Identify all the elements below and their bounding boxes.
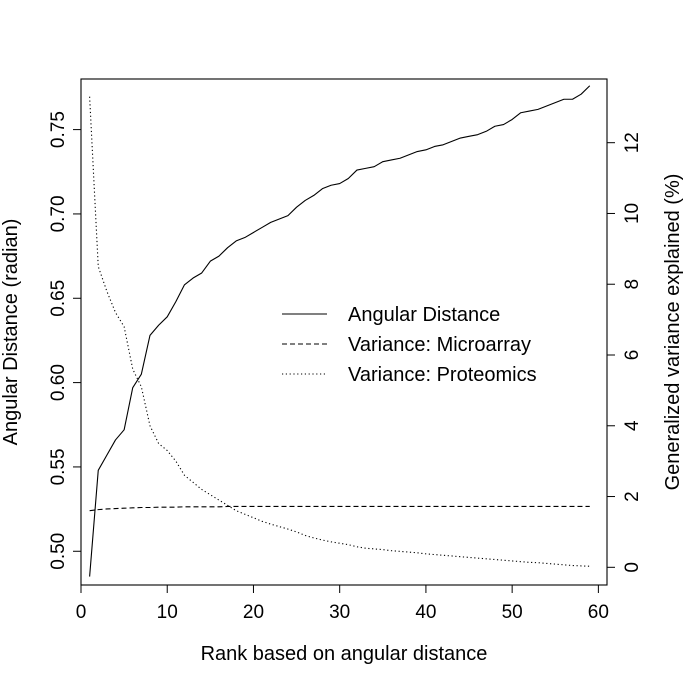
x-tick-label: 20 [243, 602, 264, 623]
left-y-tick-label: 0.60 [48, 364, 69, 401]
legend-label: Angular Distance [348, 304, 500, 326]
left-y-tick-label: 0.50 [48, 533, 69, 570]
x-tick-label: 60 [588, 602, 609, 623]
right-y-tick-label: 0 [622, 562, 643, 573]
left-y-tick-label: 0.75 [48, 111, 69, 148]
x-axis: 0 10 20 30 40 50 60 [76, 585, 609, 623]
x-axis-title: Rank based on angular distance [201, 643, 488, 665]
legend-label: Variance: Microarray [348, 334, 531, 356]
left-y-axis: 0.50 0.55 0.60 0.65 0.70 0.75 [48, 111, 81, 570]
right-y-tick-label: 12 [622, 132, 643, 153]
right-y-axis-title: Generalized variance explained (%) [662, 174, 684, 491]
right-y-tick-label: 6 [622, 350, 643, 361]
right-y-tick-label: 8 [622, 279, 643, 290]
right-y-tick-label: 4 [622, 420, 643, 431]
legend: Angular Distance Variance: Microarray Vari… [282, 304, 537, 386]
left-y-tick-label: 0.70 [48, 195, 69, 232]
x-tick-label: 10 [157, 602, 178, 623]
left-y-tick-label: 0.65 [48, 280, 69, 317]
plot-frame [80, 78, 608, 586]
x-tick-label: 30 [329, 602, 350, 623]
x-tick-label: 0 [76, 602, 87, 623]
legend-label: Variance: Proteomics [348, 364, 537, 386]
left-y-tick-label: 0.55 [48, 448, 69, 485]
right-y-tick-label: 10 [622, 203, 643, 224]
left-y-axis-title: Angular Distance (radian) [0, 219, 22, 446]
series-line-variance-microarray [89, 505, 590, 512]
right-y-tick-label: 2 [622, 491, 643, 502]
x-tick-label: 50 [502, 602, 523, 623]
x-tick-label: 40 [415, 602, 436, 623]
series-line-variance-proteomics [89, 96, 590, 567]
right-y-axis: 0 2 4 6 8 10 12 [607, 132, 643, 573]
series-layer [89, 85, 591, 577]
series-line-angular-distance [89, 85, 591, 577]
